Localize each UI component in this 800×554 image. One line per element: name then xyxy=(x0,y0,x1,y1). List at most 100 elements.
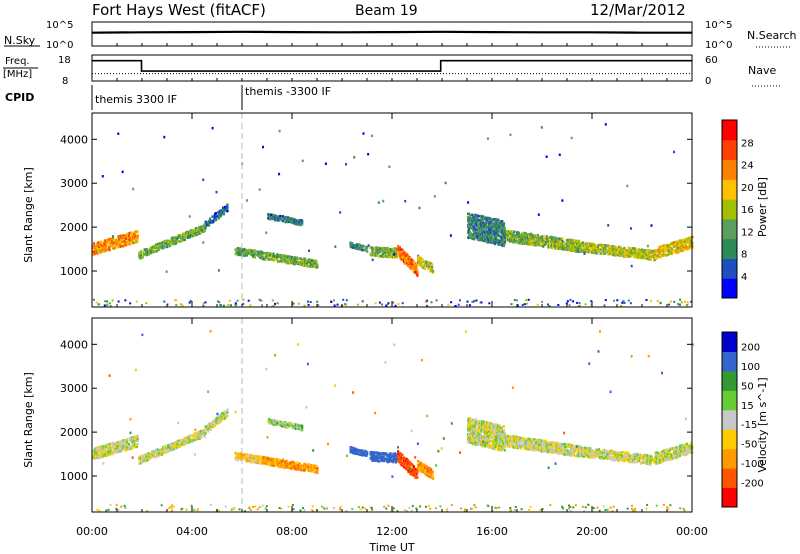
echo-cell xyxy=(660,245,663,249)
echo-cell xyxy=(265,257,268,261)
echo-cell xyxy=(113,447,116,451)
echo-cell xyxy=(534,241,537,244)
echo-cell xyxy=(512,232,515,235)
echo-cell xyxy=(498,221,501,225)
echo-cell xyxy=(262,252,266,255)
echo-cell xyxy=(624,451,627,455)
echo-cell xyxy=(583,455,586,458)
echo-cell xyxy=(621,248,624,251)
echo-cell xyxy=(295,425,299,429)
echo-cell xyxy=(123,241,126,245)
near-range-cell xyxy=(616,299,619,302)
echo-cell xyxy=(502,224,506,228)
echo-cell xyxy=(545,235,548,238)
echo-cell xyxy=(495,444,498,447)
outlier-cell xyxy=(265,231,268,234)
echo-cell xyxy=(639,250,643,254)
echo-cell xyxy=(428,261,431,265)
echo-cell xyxy=(522,436,525,440)
echo-cell xyxy=(599,455,602,458)
echo-cell xyxy=(632,251,636,255)
echo-cell xyxy=(473,237,476,241)
echo-cell xyxy=(382,454,385,457)
echo-cell xyxy=(478,421,481,425)
echo-cell xyxy=(467,236,471,240)
echo-cell xyxy=(549,445,552,448)
echo-cell xyxy=(666,246,669,250)
echo-cell xyxy=(670,250,673,254)
echo-cell xyxy=(544,242,547,246)
echo-cell xyxy=(674,454,677,457)
echo-cell xyxy=(375,455,378,458)
outlier-cell xyxy=(308,249,311,252)
outlier-cell xyxy=(165,270,168,273)
echo-cell xyxy=(263,456,266,459)
near-range-cell xyxy=(527,298,530,301)
near-range-cell xyxy=(175,299,178,302)
echo-cell xyxy=(209,428,212,431)
outlier-cell xyxy=(202,241,205,244)
echo-cell xyxy=(208,217,212,220)
near-range-cell xyxy=(260,299,263,302)
echo-cell xyxy=(198,229,201,232)
echo-cell xyxy=(476,439,479,443)
echo-cell xyxy=(471,424,474,427)
echo-cell xyxy=(597,451,600,454)
echo-cell xyxy=(103,242,106,245)
echo-cell xyxy=(293,461,296,465)
echo-cell xyxy=(431,267,434,271)
echo-cell xyxy=(301,223,304,226)
echo-cell xyxy=(419,258,422,261)
echo-cell xyxy=(395,255,398,259)
echo-cell xyxy=(481,420,484,423)
echo-cell xyxy=(285,257,288,260)
echo-cell xyxy=(568,449,571,453)
echo-cell xyxy=(533,438,536,441)
echo-cell xyxy=(560,452,563,455)
power-ytick-label: 1000 xyxy=(60,265,88,278)
echo-cell xyxy=(108,246,111,249)
echo-cell xyxy=(484,435,487,439)
echo-cell xyxy=(581,450,584,453)
echo-cell xyxy=(520,447,523,450)
echo-cell xyxy=(606,457,609,461)
echo-cell xyxy=(412,472,415,475)
near-range-cell xyxy=(104,300,107,303)
echo-cell xyxy=(503,227,506,230)
echo-cell xyxy=(272,252,275,256)
echo-cell xyxy=(529,442,532,445)
echo-cell xyxy=(508,443,511,446)
noise-right-tick-top: 10^5 xyxy=(705,20,732,31)
echo-cell xyxy=(380,247,384,250)
velocity-panel-bg xyxy=(92,318,692,512)
echo-cell xyxy=(285,220,288,223)
echo-cell xyxy=(467,433,471,437)
echo-cell xyxy=(192,438,195,442)
echo-cell xyxy=(397,450,400,453)
echo-cell xyxy=(430,468,433,471)
echo-cell xyxy=(122,234,125,237)
echo-cell xyxy=(633,247,636,250)
echo-cell xyxy=(175,442,179,446)
power-ylabel: Slant Range [km] xyxy=(22,167,35,263)
echo-cell xyxy=(131,239,134,242)
echo-cell xyxy=(624,459,627,463)
echo-cell xyxy=(543,235,546,239)
echo-cell xyxy=(109,452,112,456)
echo-cell xyxy=(387,248,391,251)
echo-cell xyxy=(591,452,594,456)
echo-cell xyxy=(482,233,485,237)
echo-cell xyxy=(511,443,514,447)
echo-cell xyxy=(684,240,687,243)
near-range-cell xyxy=(361,300,364,303)
echo-cell xyxy=(536,441,540,444)
near-range-cell xyxy=(645,299,648,301)
echo-cell xyxy=(301,219,304,223)
echo-cell xyxy=(353,244,356,247)
echo-cell xyxy=(269,254,272,257)
echo-cell xyxy=(470,227,473,230)
echo-cell xyxy=(278,422,281,425)
echo-cell xyxy=(502,441,505,445)
near-range-cell xyxy=(669,300,672,303)
echo-cell xyxy=(252,457,256,460)
